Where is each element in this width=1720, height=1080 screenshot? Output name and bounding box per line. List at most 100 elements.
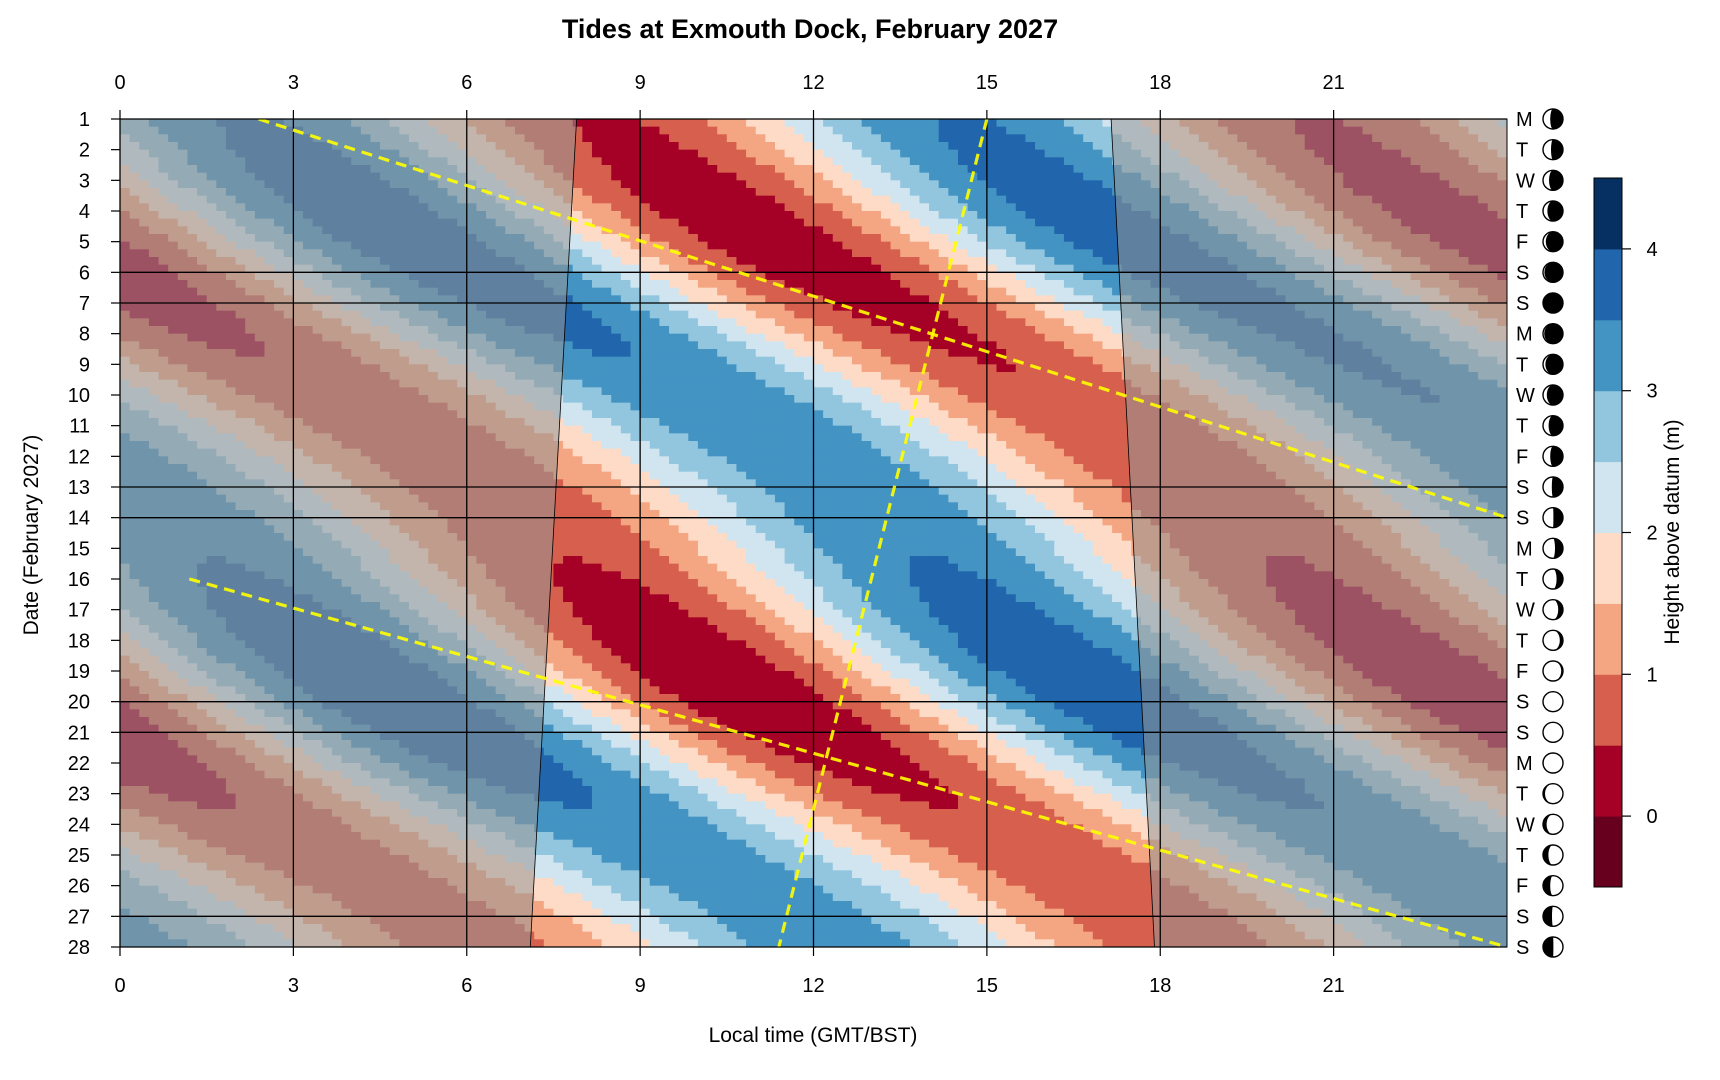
heatmap-cell (890, 203, 901, 212)
heatmap-cell (890, 226, 901, 235)
heatmap-cell (938, 149, 949, 158)
heatmap-cell (832, 264, 843, 273)
heatmap-cell (1025, 172, 1036, 181)
heatmap-cell (871, 165, 882, 174)
heatmap-cell (611, 257, 622, 266)
heatmap-cell (929, 188, 940, 197)
heatmap-cell (861, 241, 872, 250)
heatmap-cell (890, 149, 901, 158)
heatmap-cell (765, 203, 776, 212)
heatmap-cell (890, 356, 901, 365)
heatmap-cell (861, 234, 872, 243)
heatmap-cell (669, 157, 680, 166)
heatmap-cell (1035, 372, 1046, 381)
heatmap-cell (1035, 379, 1046, 388)
heatmap-cell (1073, 241, 1084, 250)
heatmap-cell (707, 157, 718, 166)
heatmap-cell (871, 203, 882, 212)
heatmap-cell (717, 134, 728, 143)
heatmap-cell (871, 264, 882, 273)
heatmap-cell (688, 211, 699, 220)
heatmap-cell (697, 180, 709, 189)
heatmap-cell (774, 379, 786, 388)
heatmap-cell (900, 349, 911, 358)
heatmap-cell (1044, 226, 1055, 235)
heatmap-cell (929, 310, 940, 319)
heatmap-cell (630, 165, 641, 174)
heatmap-cell (1102, 203, 1113, 212)
heatmap-cell (640, 364, 651, 373)
heatmap-cell (803, 172, 815, 181)
heatmap-cell (572, 218, 583, 227)
heatmap-cell (717, 303, 728, 312)
heatmap-cell (1025, 142, 1036, 151)
heatmap-cell (880, 226, 892, 235)
heatmap-cell (640, 257, 651, 266)
heatmap-cell (582, 149, 593, 158)
heatmap-cell (823, 142, 834, 151)
heatmap-cell (803, 195, 815, 204)
heatmap-cell (1054, 249, 1065, 258)
heatmap-cell (1102, 188, 1113, 197)
heatmap-cell (977, 180, 988, 189)
heatmap-cell (977, 257, 988, 266)
heatmap-cell (919, 372, 930, 381)
heatmap-cell (640, 149, 651, 158)
heatmap-cell (967, 287, 978, 296)
heatmap-cell (688, 257, 699, 266)
heatmap-cell (957, 126, 969, 135)
heatmap-cell (1102, 280, 1113, 289)
heatmap-cell (813, 280, 824, 289)
heatmap-cell (919, 272, 930, 281)
heatmap-cell (601, 211, 612, 220)
heatmap-cell (688, 318, 699, 327)
heatmap-cell (794, 211, 805, 220)
heatmap-cell (1044, 188, 1055, 197)
heatmap-cell (1006, 287, 1017, 296)
heatmap-cell (1083, 372, 1094, 381)
heatmap-cell (996, 157, 1007, 166)
heatmap-cell (823, 264, 834, 273)
heatmap-cell (919, 172, 930, 181)
heatmap-cell (1073, 379, 1084, 388)
heatmap-cell (688, 134, 699, 143)
heatmap-cell (582, 333, 593, 342)
heatmap-cell (784, 372, 795, 381)
heatmap-cell (717, 180, 728, 189)
heatmap-cell (774, 372, 786, 381)
heatmap-cell (977, 149, 988, 158)
heatmap-cell (678, 257, 689, 266)
heatmap-cell (717, 272, 728, 281)
heatmap-cell (591, 333, 603, 342)
heatmap-cell (794, 249, 805, 258)
heatmap-cell (659, 341, 670, 350)
heatmap-cell (726, 188, 738, 197)
heatmap-cell (707, 226, 718, 235)
heatmap-cell (572, 241, 583, 250)
heatmap-cell (967, 142, 978, 151)
heatmap-cell (1015, 295, 1026, 304)
heatmap-cell (1015, 157, 1026, 166)
heatmap-cell (919, 287, 930, 296)
heatmap-cell (1073, 226, 1084, 235)
heatmap-cell (996, 349, 1007, 358)
heatmap-cell (611, 172, 622, 181)
heatmap-cell (1054, 364, 1065, 373)
heatmap-cell (717, 287, 728, 296)
heatmap-cell (620, 157, 632, 166)
heatmap-cell (659, 226, 670, 235)
heatmap-cell (784, 326, 795, 335)
heatmap-cell (591, 195, 603, 204)
heatmap-cell (1006, 172, 1017, 181)
heatmap-cell (640, 341, 651, 350)
heatmap-cell (986, 272, 998, 281)
heatmap-cell (967, 318, 978, 327)
heatmap-cell (669, 303, 680, 312)
heatmap-cell (871, 119, 882, 128)
heatmap-cell (630, 287, 641, 296)
heatmap-cell (1025, 234, 1036, 243)
heatmap-cell (1044, 349, 1055, 358)
heatmap-cell (957, 119, 969, 128)
heatmap-cell (880, 180, 892, 189)
heatmap-cell (611, 349, 622, 358)
